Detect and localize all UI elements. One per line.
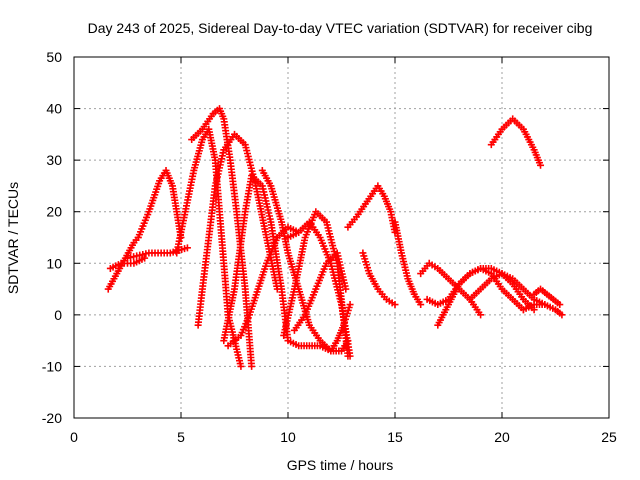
y-tick-label: -10	[42, 358, 62, 374]
series-arc3	[134, 166, 185, 241]
series-arc17	[417, 259, 485, 319]
y-tick-label: -20	[42, 410, 62, 426]
x-tick-label: 25	[601, 429, 617, 445]
x-tick-label: 20	[494, 429, 510, 445]
data-point	[183, 244, 191, 252]
data-point	[237, 362, 245, 370]
series-arc14	[344, 182, 399, 236]
plot-frame	[73, 56, 610, 419]
y-tick-label: 10	[46, 255, 62, 271]
series-arc13	[290, 249, 350, 334]
x-tick-label: 15	[387, 429, 403, 445]
y-axis-label: SDTVAR / TECUs	[5, 182, 21, 294]
data-point	[141, 254, 149, 262]
y-tick-label: 50	[46, 49, 62, 65]
data-point	[477, 311, 485, 319]
series-arc21	[487, 115, 545, 169]
data-point	[391, 301, 399, 309]
series-arc22	[530, 285, 564, 309]
y-tick-label: 40	[46, 101, 62, 117]
data-point	[248, 362, 256, 370]
data-layer	[104, 105, 566, 370]
series-arc9	[224, 223, 303, 350]
grid-layer	[74, 57, 609, 418]
data-point	[342, 285, 350, 293]
data-point	[556, 301, 564, 309]
data-point	[558, 311, 566, 319]
data-point	[537, 161, 545, 169]
x-tick-label: 10	[280, 429, 296, 445]
series-arc15	[359, 249, 399, 309]
y-tick-label: 20	[46, 204, 62, 220]
series-arc23	[519, 301, 566, 319]
tick-layer: 0 5 10 15 20 25 -20 -10 0 10 20 30 40 50	[42, 49, 617, 445]
y-tick-label: 30	[46, 152, 62, 168]
x-tick-label: 0	[70, 429, 78, 445]
x-tick-label: 5	[177, 429, 185, 445]
data-point	[346, 301, 354, 309]
series-arc16	[391, 218, 425, 309]
data-point	[417, 301, 425, 309]
data-point	[346, 352, 354, 360]
chart-title: Day 243 of 2025, Sidereal Day-to-day VTE…	[88, 20, 593, 36]
series-arc2	[106, 254, 149, 272]
y-tick-label: 0	[54, 307, 62, 323]
x-axis-label: GPS time / hours	[287, 457, 394, 473]
